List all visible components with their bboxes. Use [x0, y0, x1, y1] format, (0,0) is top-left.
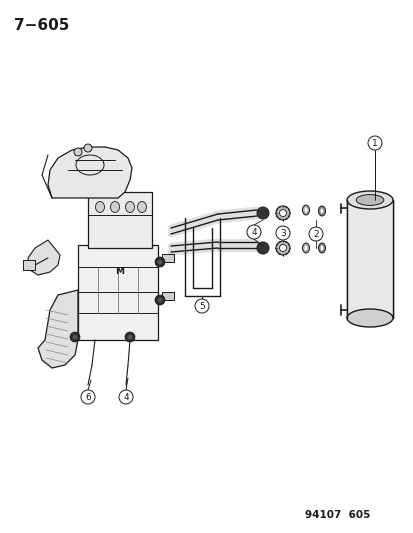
Circle shape — [275, 226, 289, 240]
FancyBboxPatch shape — [161, 254, 173, 262]
Circle shape — [119, 390, 133, 404]
Circle shape — [308, 227, 322, 241]
FancyBboxPatch shape — [161, 292, 173, 300]
Ellipse shape — [279, 245, 286, 252]
Ellipse shape — [302, 205, 309, 215]
Text: 1: 1 — [371, 139, 377, 148]
Ellipse shape — [154, 257, 165, 267]
Text: 6: 6 — [85, 393, 91, 402]
Ellipse shape — [74, 148, 82, 156]
FancyBboxPatch shape — [78, 245, 158, 340]
Text: 4: 4 — [251, 228, 256, 237]
Ellipse shape — [157, 260, 162, 264]
Ellipse shape — [84, 144, 92, 152]
Circle shape — [367, 136, 381, 150]
Circle shape — [81, 390, 95, 404]
Text: 7−605: 7−605 — [14, 18, 69, 33]
FancyBboxPatch shape — [23, 260, 35, 270]
Ellipse shape — [125, 332, 135, 342]
Ellipse shape — [318, 243, 325, 253]
Ellipse shape — [320, 208, 323, 214]
FancyBboxPatch shape — [346, 200, 392, 318]
Circle shape — [195, 299, 209, 313]
Ellipse shape — [95, 201, 104, 213]
Text: 5: 5 — [199, 302, 204, 311]
Text: 4: 4 — [123, 393, 128, 402]
Polygon shape — [48, 147, 132, 198]
Ellipse shape — [110, 201, 119, 213]
Ellipse shape — [279, 209, 286, 216]
Ellipse shape — [154, 295, 165, 305]
Ellipse shape — [125, 201, 134, 213]
Ellipse shape — [72, 335, 77, 340]
Polygon shape — [28, 240, 60, 275]
Ellipse shape — [137, 201, 146, 213]
Ellipse shape — [127, 335, 132, 340]
Ellipse shape — [157, 297, 162, 303]
Ellipse shape — [355, 195, 383, 205]
Ellipse shape — [256, 207, 268, 219]
Text: 94107  605: 94107 605 — [304, 510, 369, 520]
Ellipse shape — [275, 206, 289, 220]
Ellipse shape — [302, 243, 309, 253]
Text: 3: 3 — [280, 229, 285, 238]
Ellipse shape — [318, 206, 325, 216]
Ellipse shape — [70, 332, 80, 342]
Ellipse shape — [275, 241, 289, 255]
Ellipse shape — [320, 246, 323, 251]
Ellipse shape — [256, 242, 268, 254]
Polygon shape — [38, 290, 78, 368]
Circle shape — [247, 225, 260, 239]
Text: M: M — [115, 266, 124, 276]
Ellipse shape — [304, 246, 307, 251]
Ellipse shape — [346, 309, 392, 327]
FancyBboxPatch shape — [88, 192, 152, 248]
Ellipse shape — [346, 191, 392, 209]
Ellipse shape — [304, 207, 307, 213]
Text: 2: 2 — [312, 230, 318, 239]
